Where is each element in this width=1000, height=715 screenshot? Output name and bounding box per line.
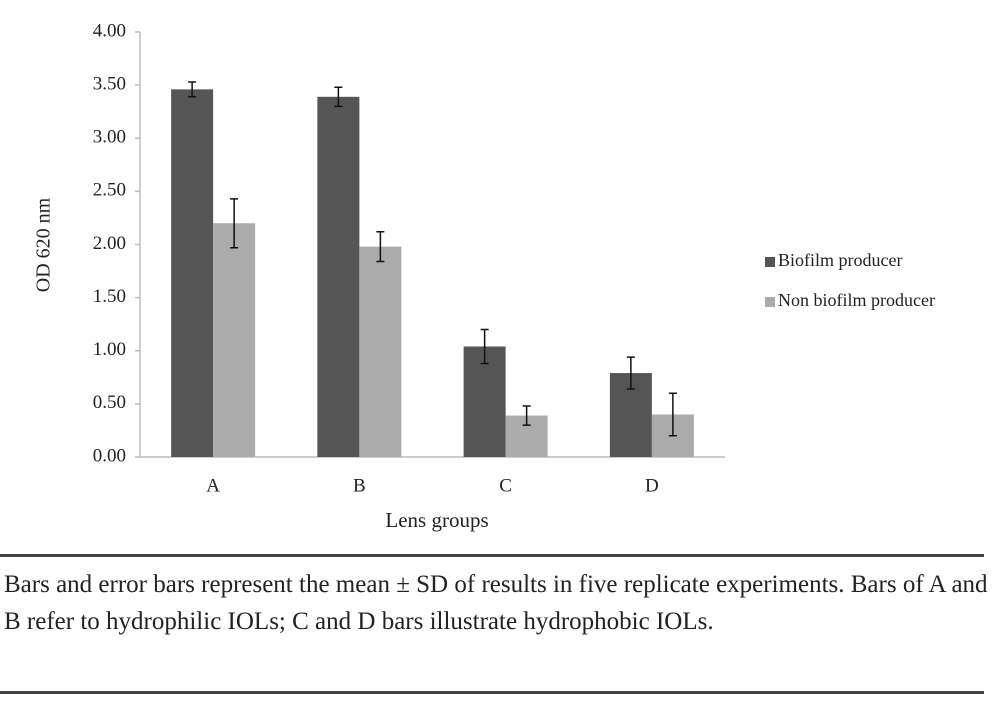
bar [463,346,506,457]
bar [171,89,214,457]
error-bar [230,198,239,249]
x-tick-label: A [206,475,220,496]
y-tick-label: 3.00 [93,127,126,148]
x-tick-label: B [353,475,366,496]
rule [0,554,984,557]
y-tick-label: 2.00 [93,233,126,254]
error-bar [522,405,531,426]
chart: OD 620 nm Lens groups 0.00 0.50 1.00 1.50 2.… [33,20,935,532]
x-tick-label: C [499,475,512,496]
error-bar [376,231,385,263]
error-bar [626,356,635,390]
rule [0,691,984,694]
x-tick-label: D [645,475,659,496]
caption: Bars and error bars represent the mean ±… [4,571,988,635]
y-tick-label: 0.00 [93,445,126,466]
y-axis-label: OD 620 nm [33,197,55,292]
legend-label: Biofilm producer [778,250,902,270]
y-tick-label: 1.00 [93,339,126,360]
error-bar [668,392,677,437]
y-tick-label: 0.50 [93,392,126,413]
legend-label: Non biofilm producer [778,290,935,310]
x-axis-label: Lens groups [385,508,488,532]
legend-swatch [765,297,775,307]
bar [213,223,256,457]
y-tick-label: 2.50 [93,180,126,201]
error-bar [334,86,343,108]
error-bar [480,328,489,365]
y-tick-label: 3.50 [93,73,126,94]
error-bar [188,81,197,98]
y-tick-label: 1.50 [93,286,126,307]
bar [359,246,402,457]
y-tick-label: 4.00 [93,20,126,41]
bar [317,96,360,457]
legend-swatch [765,257,775,267]
